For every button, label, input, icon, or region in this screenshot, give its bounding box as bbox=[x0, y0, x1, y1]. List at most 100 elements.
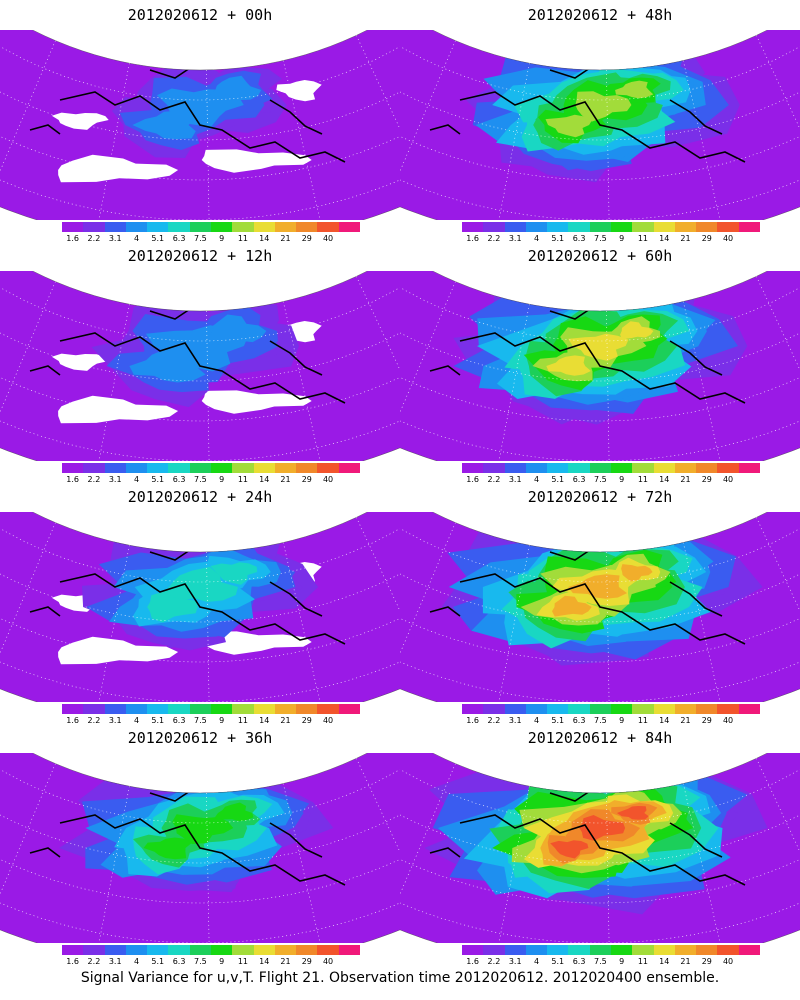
contour-band bbox=[550, 840, 589, 859]
colorbar-segment bbox=[717, 463, 739, 473]
forecast-panel: 2012020612 + 12h 1.6 2.2 3.1 4 5.1 6.3 7.5 9 11 14… bbox=[0, 241, 400, 484]
colorbar-tick-label: 5.1 bbox=[151, 234, 165, 243]
colorbar-tick-label: 21 bbox=[680, 716, 691, 725]
missing-data-area bbox=[201, 390, 312, 414]
latitude-line bbox=[0, 309, 400, 382]
map-outline bbox=[400, 271, 800, 461]
colorbar-tick-label: 3.1 bbox=[108, 716, 122, 725]
contour-band bbox=[143, 837, 193, 860]
polar-map bbox=[400, 30, 800, 220]
colorbar-tick-label: 21 bbox=[680, 475, 691, 484]
colorbar-segment bbox=[147, 222, 169, 232]
colorbar-segment bbox=[62, 704, 84, 714]
contour-band bbox=[621, 564, 653, 582]
colorbar-segment bbox=[125, 945, 148, 955]
colorbar-segment bbox=[462, 704, 484, 714]
colorbar-tick-label: 11 bbox=[237, 475, 249, 484]
colorbar-segment bbox=[232, 463, 254, 473]
colorbar-segment bbox=[104, 945, 126, 955]
colorbar-segment bbox=[589, 463, 611, 473]
contour-band bbox=[209, 314, 267, 345]
contour-band bbox=[552, 595, 592, 617]
map-outline bbox=[400, 512, 800, 702]
colorbar-tick-label: 5.1 bbox=[551, 957, 565, 966]
colorbar-tick-label: 29 bbox=[701, 957, 712, 966]
colorbar-tick-label: 11 bbox=[237, 716, 249, 725]
colorbar-segment bbox=[674, 945, 697, 955]
colorbar-segment bbox=[168, 704, 190, 714]
colorbar-segment bbox=[125, 704, 148, 714]
contour-band bbox=[546, 355, 591, 376]
colorbar bbox=[462, 945, 760, 955]
colorbar-tick-label: 3.1 bbox=[108, 234, 122, 243]
colorbar-tick-label: 40 bbox=[722, 234, 734, 243]
map-outline bbox=[400, 753, 800, 943]
colorbar-tick-label: 2.2 bbox=[487, 957, 501, 966]
colorbar-tick-label: 1.6 bbox=[466, 475, 480, 484]
colorbar-segment bbox=[210, 704, 233, 714]
colorbar bbox=[462, 222, 760, 232]
colorbar-tick-label: 14 bbox=[659, 957, 670, 966]
colorbar-segment bbox=[210, 945, 233, 955]
colorbar-tick-label: 21 bbox=[280, 716, 291, 725]
forecast-panel: 2012020612 + 60h 1.6 2.2 3.1 4 5.1 6.3 7.5 9 11 14… bbox=[400, 241, 800, 484]
colorbar-tick-label: 2.2 bbox=[487, 234, 501, 243]
map-outline bbox=[0, 753, 400, 943]
colorbar-tick-label: 9 bbox=[219, 234, 225, 243]
colorbar-tick-label: 1.6 bbox=[466, 234, 480, 243]
colorbar-tick-label: 7.5 bbox=[593, 234, 607, 243]
colorbar-segment bbox=[274, 463, 297, 473]
colorbar-tick-label: 40 bbox=[722, 475, 734, 484]
missing-data-area bbox=[51, 112, 109, 130]
colorbar-segment bbox=[738, 945, 760, 955]
colorbar-tick-label: 7.5 bbox=[593, 957, 607, 966]
colorbar-segment bbox=[483, 704, 505, 714]
contour-band bbox=[129, 348, 206, 383]
colorbar-tick-label: 4 bbox=[133, 716, 140, 725]
colorbar-segment bbox=[674, 222, 697, 232]
colorbar-segment bbox=[589, 704, 611, 714]
colorbar-tick-label: 14 bbox=[659, 234, 670, 243]
contour-band bbox=[132, 110, 197, 140]
colorbar-segment bbox=[717, 704, 739, 714]
latitude-line bbox=[0, 102, 400, 181]
colorbar-segment bbox=[525, 945, 548, 955]
colorbar-segment bbox=[525, 704, 548, 714]
contour-band bbox=[575, 91, 632, 122]
colorbar-tick-label: 9 bbox=[619, 716, 625, 725]
colorbar-tick-label: 29 bbox=[301, 957, 312, 966]
colorbar-tick-label: 2.2 bbox=[487, 475, 501, 484]
colorbar-tick-label: 6.3 bbox=[572, 957, 586, 966]
colorbar-segment bbox=[168, 463, 190, 473]
colorbar-segment bbox=[232, 945, 254, 955]
colorbar-segment bbox=[274, 704, 297, 714]
colorbar-tick-label: 1.6 bbox=[66, 957, 80, 966]
colorbar-segment bbox=[738, 222, 760, 232]
colorbar bbox=[62, 222, 360, 232]
polar-map bbox=[0, 753, 400, 943]
colorbar bbox=[462, 704, 760, 714]
panel-title: 2012020612 + 36h bbox=[127, 729, 273, 747]
missing-data-area bbox=[58, 636, 179, 665]
colorbar-segment bbox=[632, 704, 654, 714]
colorbar-tick-label: 9 bbox=[619, 234, 625, 243]
latitude-line bbox=[0, 550, 400, 623]
colorbar-segment bbox=[483, 945, 505, 955]
missing-data-area bbox=[201, 631, 312, 655]
colorbar-segment bbox=[525, 463, 548, 473]
colorbar-tick-label: 6.3 bbox=[572, 234, 586, 243]
colorbar-tick-label: 5.1 bbox=[151, 716, 165, 725]
contour-band bbox=[568, 574, 627, 599]
colorbar-segment bbox=[738, 704, 760, 714]
colorbar-tick-label: 7.5 bbox=[593, 716, 607, 725]
colorbar-segment bbox=[168, 222, 190, 232]
colorbar-segment bbox=[83, 704, 105, 714]
colorbar-segment bbox=[232, 222, 254, 232]
colorbar-segment bbox=[62, 945, 84, 955]
contour-band bbox=[209, 75, 262, 101]
colorbar-segment bbox=[504, 704, 526, 714]
colorbar-ticks: 1.6 2.2 3.1 4 5.1 6.3 7.5 9 11 14 21 29 40 bbox=[462, 716, 760, 726]
colorbar-tick-label: 3.1 bbox=[508, 957, 522, 966]
colorbar-segment bbox=[632, 945, 654, 955]
colorbar-tick-label: 9 bbox=[219, 716, 225, 725]
